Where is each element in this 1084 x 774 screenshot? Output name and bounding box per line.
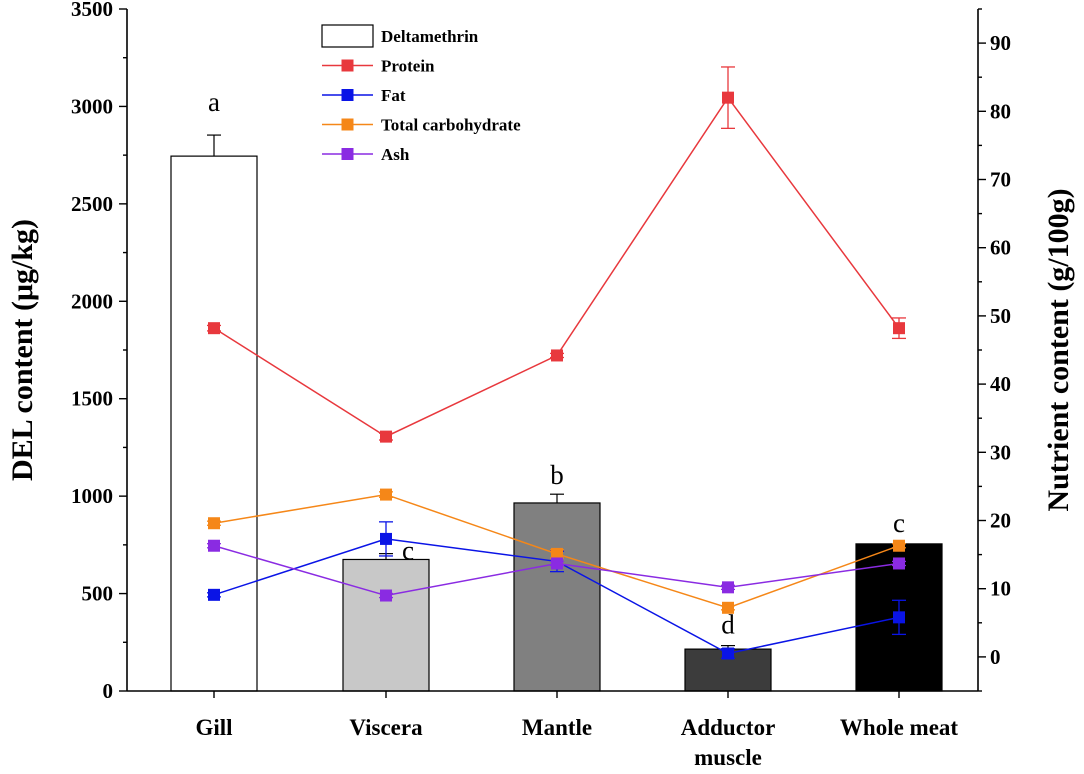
- left-tick-label: 3500: [71, 0, 113, 21]
- series-point: [380, 532, 392, 545]
- significance-letter: c: [893, 508, 905, 538]
- right-axis-title: Nutrient content (g/100g): [1042, 188, 1075, 511]
- series-point: [208, 539, 220, 552]
- legend-label: Ash: [381, 145, 410, 164]
- series-point: [551, 547, 563, 560]
- left-tick-label: 2500: [71, 192, 113, 216]
- series-point: [722, 581, 734, 594]
- right-tick-label: 90: [990, 31, 1011, 55]
- series-point: [380, 430, 392, 443]
- series-point: [893, 322, 905, 335]
- left-tick-label: 1500: [71, 387, 113, 411]
- right-tick-label: 80: [990, 99, 1011, 123]
- legend-label: Deltamethrin: [381, 27, 479, 46]
- series-point: [893, 611, 905, 624]
- series-point: [893, 539, 905, 552]
- left-axis-title: DEL content (μg/kg): [6, 219, 39, 481]
- deltamethrin-bar: [513, 502, 601, 692]
- legend-marker: [341, 118, 354, 131]
- left-tick-label: 1000: [71, 484, 113, 508]
- x-tick-label: Whole meat: [840, 715, 959, 740]
- series-point: [208, 517, 220, 530]
- left-tick-label: 0: [103, 679, 114, 703]
- right-tick-label: 0: [990, 645, 1001, 669]
- right-tick-label: 70: [990, 168, 1011, 192]
- right-tick-label: 10: [990, 577, 1011, 601]
- right-tick-label: 30: [990, 440, 1011, 464]
- deltamethrin-bar: [342, 558, 430, 692]
- series-line-protein: [213, 96, 900, 438]
- deltamethrin-bar: [170, 155, 258, 692]
- series-point: [208, 322, 220, 335]
- x-tick-label: Adductor: [681, 715, 776, 740]
- series-point: [380, 589, 392, 602]
- significance-letter: c: [402, 535, 414, 565]
- series-point: [380, 488, 392, 501]
- right-tick-label: 40: [990, 372, 1011, 396]
- series-point: [208, 588, 220, 601]
- x-tick-label: Mantle: [522, 715, 592, 740]
- x-tick-label: Viscera: [349, 715, 423, 740]
- significance-letter: d: [721, 610, 735, 640]
- left-tick-label: 2000: [71, 289, 113, 313]
- series-point: [722, 91, 734, 104]
- right-tick-label: 60: [990, 236, 1011, 260]
- series-point: [551, 557, 563, 570]
- right-tick-label: 50: [990, 304, 1011, 328]
- legend-marker: [341, 59, 354, 72]
- x-tick-label: Gill: [195, 715, 232, 740]
- x-tick-label: muscle: [694, 745, 762, 770]
- legend-label: Total carbohydrate: [381, 116, 521, 135]
- legend-label: Protein: [381, 57, 435, 76]
- legend-label: Fat: [381, 86, 406, 105]
- series-point: [722, 601, 734, 614]
- significance-letter: b: [550, 460, 564, 490]
- legend-marker: [341, 148, 354, 160]
- series-point: [551, 349, 563, 362]
- significance-letter: a: [208, 87, 220, 117]
- series-point: [893, 557, 905, 570]
- legend-swatch-deltamethrin: [321, 24, 374, 48]
- left-tick-label: 3000: [71, 94, 113, 118]
- series-point: [722, 647, 734, 660]
- left-tick-label: 500: [82, 582, 114, 606]
- legend-marker: [341, 89, 354, 101]
- right-tick-label: 20: [990, 509, 1011, 533]
